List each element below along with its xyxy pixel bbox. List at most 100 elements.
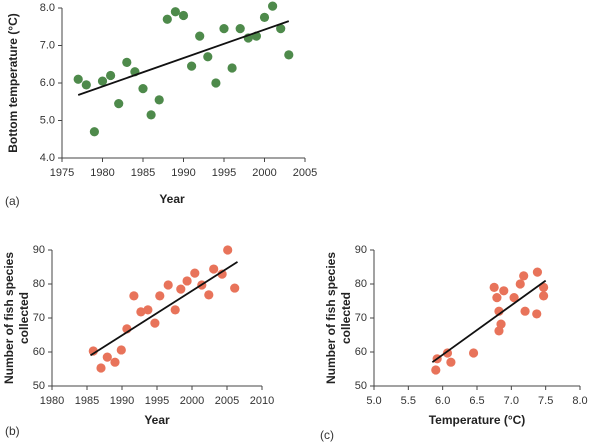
- point: [143, 305, 153, 315]
- point: [81, 80, 91, 90]
- x-tick-label: 2010: [250, 395, 274, 407]
- point: [182, 276, 192, 286]
- x-tick-label: 2000: [252, 167, 276, 179]
- x-axis-title: Year: [159, 192, 185, 206]
- point: [88, 346, 98, 356]
- x-tick-label: 1975: [50, 167, 74, 179]
- point: [136, 307, 146, 317]
- point: [122, 57, 132, 67]
- point: [96, 363, 106, 373]
- y-axis-title: Number of fish species: [324, 252, 338, 384]
- y-axis-title: Bottom temperature (°C): [6, 13, 20, 152]
- x-tick-label: 1985: [75, 395, 99, 407]
- x-tick-label: 6.5: [469, 395, 484, 407]
- y-axis-title: collected: [339, 292, 353, 344]
- point: [494, 326, 504, 336]
- y-tick-label: 4.0: [40, 152, 55, 164]
- point: [190, 268, 200, 278]
- point: [162, 14, 172, 24]
- y-axis-title: collected: [17, 292, 31, 344]
- x-tick-label: 8.0: [572, 395, 587, 407]
- y-axis-title: Number of fish species: [2, 252, 16, 384]
- y-tick-label: 50: [33, 380, 45, 392]
- point: [154, 95, 164, 105]
- point: [204, 290, 214, 300]
- panel: 50 60 70 80 90 5.0 5.5 6.0 6.5 7.0 7.5 8.0 Temperatu…: [320, 244, 588, 442]
- y-tick-label: 7.0: [40, 39, 55, 51]
- point: [539, 282, 549, 292]
- x-tick-label: 2000: [180, 395, 204, 407]
- trend-line: [90, 261, 238, 357]
- point: [515, 279, 525, 289]
- point: [176, 284, 186, 294]
- point: [230, 283, 240, 293]
- x-tick-label: 5.0: [366, 395, 381, 407]
- point: [227, 63, 237, 73]
- point: [73, 74, 83, 84]
- trend-line: [431, 279, 547, 363]
- x-tick-label: 1995: [212, 167, 236, 179]
- y-tick-label: 90: [355, 244, 367, 256]
- point: [110, 357, 120, 367]
- point: [492, 293, 502, 303]
- point: [178, 10, 189, 21]
- point: [209, 264, 219, 274]
- x-tick-label: 1980: [40, 395, 64, 407]
- y-tick-label: 5.0: [40, 114, 55, 126]
- x-tick-label: 5.5: [401, 395, 416, 407]
- y-tick-label: 70: [355, 312, 367, 324]
- point: [539, 291, 549, 301]
- y-tick-label: 70: [33, 312, 45, 324]
- trend-line: [77, 20, 290, 96]
- x-tick-label: 1990: [171, 167, 195, 179]
- point: [532, 267, 543, 277]
- point: [203, 52, 213, 62]
- x-axis-title: Temperature (°C): [429, 413, 526, 427]
- y-tick-label: 80: [355, 278, 367, 290]
- point: [468, 348, 479, 358]
- x-axis-title: Year: [144, 413, 170, 427]
- point: [499, 286, 509, 296]
- point: [223, 245, 233, 255]
- point: [170, 305, 180, 315]
- y-tick-label: 50: [355, 380, 367, 392]
- x-tick-label: 2005: [293, 167, 317, 179]
- point: [102, 352, 112, 362]
- point: [520, 306, 530, 316]
- point: [519, 271, 529, 281]
- point: [276, 24, 286, 34]
- x-tick-label: 1990: [110, 395, 134, 407]
- y-tick-label: 60: [33, 346, 45, 358]
- y-tick-label: 90: [33, 244, 45, 256]
- panel-label: (c): [320, 428, 334, 442]
- point: [163, 280, 173, 290]
- point: [509, 293, 519, 303]
- point: [89, 127, 99, 137]
- y-tick-label: 6.0: [40, 77, 55, 89]
- point: [195, 31, 205, 41]
- point: [155, 291, 165, 301]
- panel: 4.0 5.0 6.0 7.0 8.0 1975 1980 1985 1990 1995 2000 2…: [5, 1, 317, 208]
- x-tick-label: 2005: [215, 395, 239, 407]
- point: [150, 318, 160, 328]
- point: [268, 1, 278, 11]
- point: [97, 76, 108, 86]
- x-tick-label: 1995: [145, 395, 169, 407]
- point: [259, 12, 270, 22]
- panel: 50 60 70 80 90 1980 1985 1990 1995 2000 2005 2010 Ye…: [2, 244, 274, 438]
- y-tick-label: 60: [355, 346, 367, 358]
- point: [219, 24, 229, 34]
- point: [116, 345, 126, 355]
- point: [114, 99, 124, 109]
- x-tick-label: 6.0: [435, 395, 450, 407]
- y-tick-label: 8.0: [40, 2, 55, 14]
- point: [235, 24, 245, 34]
- point: [431, 365, 441, 375]
- point: [532, 309, 542, 319]
- point: [187, 61, 197, 71]
- panel-label: (b): [5, 424, 20, 438]
- point: [146, 110, 156, 120]
- y-tick-label: 80: [33, 278, 45, 290]
- x-tick-label: 1980: [90, 167, 114, 179]
